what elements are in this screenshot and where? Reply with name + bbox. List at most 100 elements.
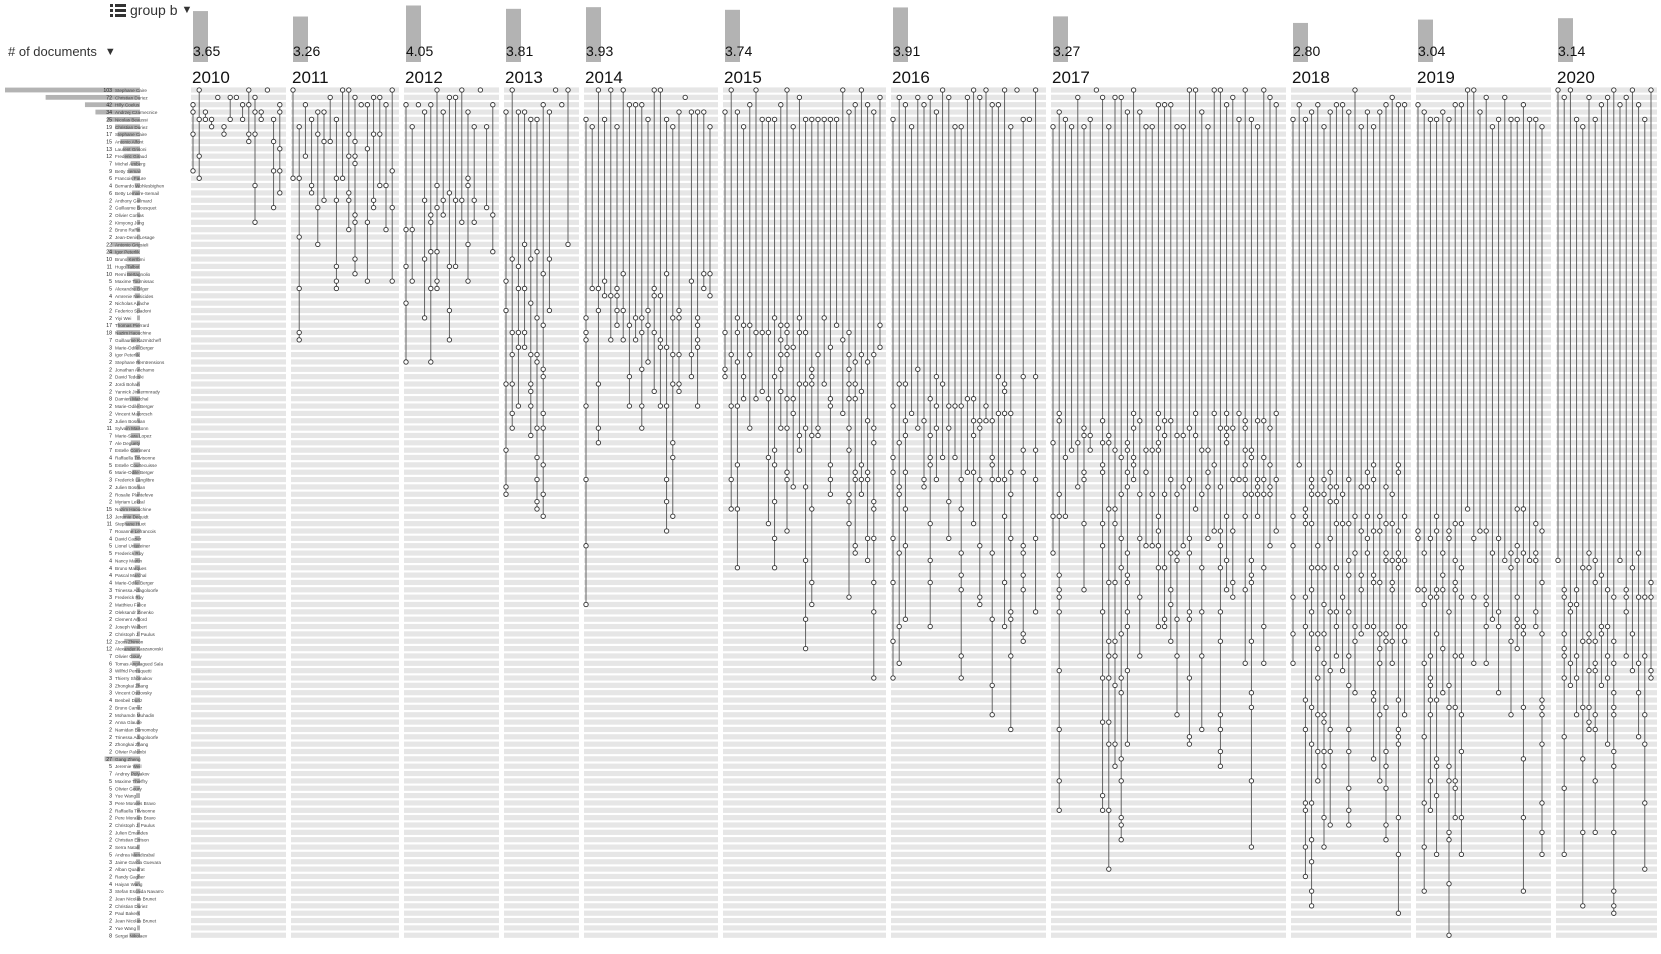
coauthor-node	[1273, 528, 1279, 534]
coauthor-node	[1333, 102, 1340, 108]
coauthor-node	[877, 322, 883, 328]
year-value-bar	[1053, 16, 1068, 62]
coauthor-node	[1446, 837, 1452, 843]
row-stripe	[891, 285, 1046, 292]
coauthor-node	[1106, 866, 1112, 872]
coauthor-node	[1395, 851, 1402, 858]
coauthor-node	[290, 87, 296, 93]
row-stripe	[1051, 726, 1286, 733]
coauthor-node	[728, 351, 734, 358]
row-stripe	[891, 138, 1046, 145]
coauthor-node	[1056, 594, 1062, 600]
coauthor-node	[827, 462, 834, 468]
row-stripe	[891, 381, 1046, 387]
row-stripe	[723, 322, 886, 328]
coauthor-node	[902, 543, 909, 549]
row-stripe	[1291, 895, 1411, 902]
coauthor-node	[370, 204, 377, 211]
author-bar	[136, 859, 140, 865]
coauthor-node	[1339, 668, 1346, 674]
row-stripe	[191, 440, 286, 446]
row-stripe	[191, 888, 286, 894]
coauthor-node	[1118, 535, 1124, 541]
row-stripe	[504, 925, 579, 931]
row-stripe	[191, 352, 286, 358]
coauthor-node	[632, 102, 639, 108]
row-stripe	[1556, 212, 1657, 218]
coauthor-node	[1106, 124, 1112, 130]
coauthor-node	[958, 653, 964, 659]
coauthor-node	[1248, 690, 1255, 696]
row-stripe	[1291, 917, 1411, 924]
coauthor-node	[1401, 557, 1408, 564]
row-stripe	[1556, 756, 1657, 762]
coauthor-node	[1629, 631, 1636, 637]
coauthor-node	[1008, 491, 1014, 497]
coauthor-node	[1217, 528, 1224, 534]
coauthor-node	[840, 87, 846, 93]
row-stripe	[191, 770, 286, 777]
author-count: 3	[109, 595, 112, 601]
sort-select[interactable]: # of documents ▼	[8, 44, 116, 59]
coauthor-node	[509, 87, 515, 93]
coauthor-node	[1161, 491, 1168, 497]
row-stripe	[191, 881, 286, 887]
author-name: Olivier Palombi	[115, 750, 146, 755]
row-stripe	[291, 800, 399, 806]
coauthor-node	[1567, 609, 1574, 615]
author-count: 2	[109, 419, 112, 425]
coauthor-node	[1168, 587, 1174, 593]
year-label: 2013	[505, 68, 543, 87]
row-stripe	[584, 271, 718, 277]
row-stripe	[291, 263, 399, 269]
row-stripe	[191, 668, 286, 674]
author-bar	[137, 631, 140, 637]
author-bar	[137, 896, 140, 901]
coauthor-node	[765, 521, 772, 527]
coauthor-node	[1068, 447, 1075, 453]
row-stripe	[1051, 205, 1286, 211]
row-stripe	[504, 697, 579, 703]
coauthor-node	[608, 87, 614, 93]
row-stripe	[1416, 638, 1551, 644]
coauthor-node	[1346, 822, 1352, 828]
author-name: Pascal Marchal	[115, 573, 146, 578]
coauthor-node	[1520, 623, 1527, 630]
author-count: 2	[109, 845, 112, 851]
coauthor-node	[927, 462, 933, 468]
row-stripe	[404, 462, 499, 468]
group-by-control[interactable]: group b ▼	[110, 2, 192, 18]
coauthor-node	[740, 373, 747, 380]
coauthor-node	[1586, 94, 1592, 101]
row-stripe	[404, 866, 499, 872]
coauthor-node	[1254, 513, 1261, 519]
coauthor-node	[1433, 594, 1440, 600]
row-stripe	[891, 690, 1046, 696]
row-stripe	[191, 793, 286, 799]
row-stripe	[1051, 403, 1286, 409]
row-stripe	[1556, 263, 1657, 269]
row-stripe	[291, 138, 399, 145]
author-name: Julien Ernandes	[115, 830, 149, 835]
row-stripe	[1291, 396, 1411, 402]
row-stripe	[1416, 116, 1551, 122]
row-stripe	[1556, 903, 1657, 909]
author-count: 2	[109, 830, 112, 836]
row-stripe	[584, 815, 718, 821]
author-bar	[137, 925, 140, 931]
coauthor-node	[1130, 87, 1137, 93]
coauthor-node	[1352, 690, 1358, 696]
coauthor-node	[1302, 116, 1309, 123]
author-count: 2	[109, 735, 112, 741]
row-stripe	[584, 682, 718, 688]
author-bar	[137, 874, 140, 879]
row-stripe	[1416, 712, 1551, 718]
row-stripe	[191, 704, 286, 710]
row-stripe	[891, 175, 1046, 181]
coauthor-node	[1118, 815, 1124, 821]
row-stripe	[291, 903, 399, 909]
row-stripe	[1051, 741, 1286, 747]
coauthor-node	[1370, 462, 1377, 468]
row-stripe	[891, 793, 1046, 799]
row-stripe	[1556, 285, 1657, 292]
